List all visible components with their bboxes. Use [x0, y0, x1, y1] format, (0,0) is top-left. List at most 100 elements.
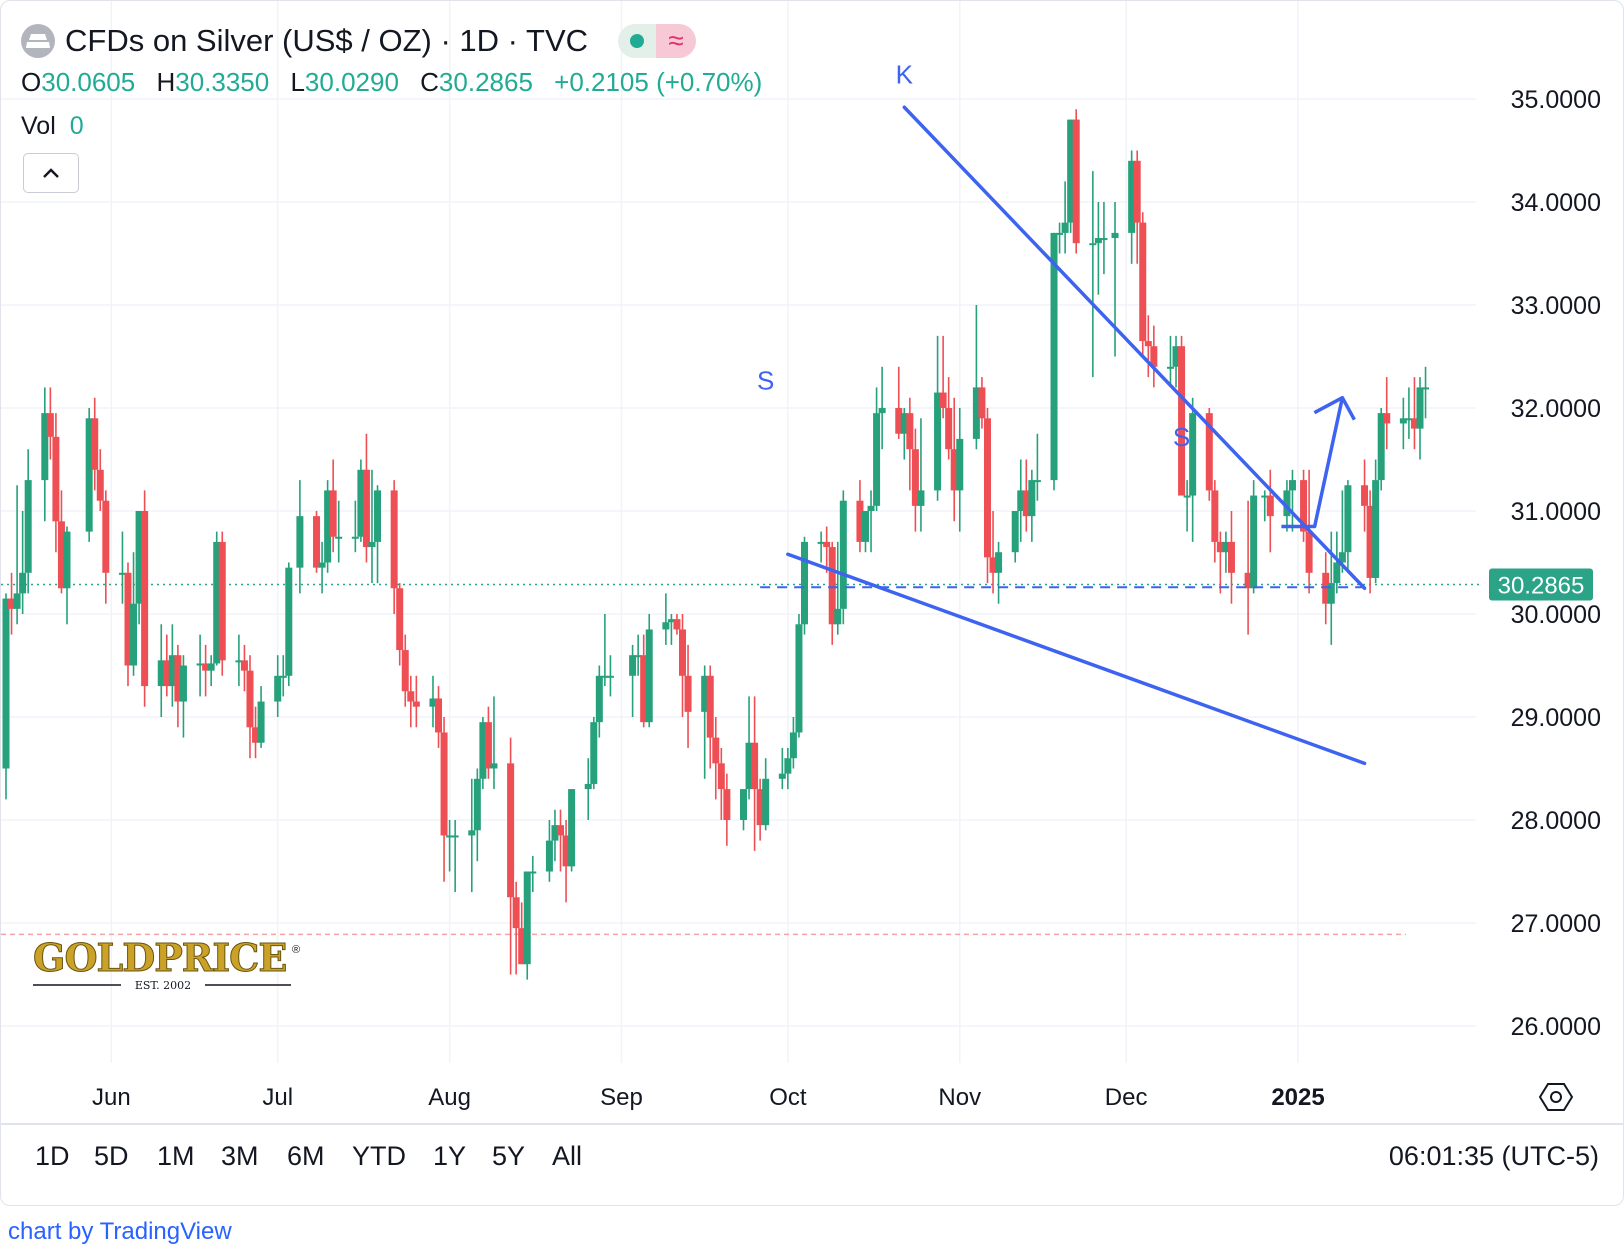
candle [1183, 480, 1191, 532]
candle-body [557, 825, 565, 836]
candle-body [634, 655, 642, 658]
candle-body [551, 825, 559, 841]
candle [318, 541, 326, 594]
candle-body [911, 449, 919, 506]
date-tick-label: Nov [938, 1084, 981, 1111]
candle [1189, 397, 1197, 542]
market-status-pill[interactable]: ≈ [618, 24, 697, 58]
candle [911, 428, 919, 532]
range-1m-button[interactable]: 1M [157, 1141, 195, 1171]
candle [518, 902, 526, 965]
candle [240, 644, 248, 692]
candle [96, 449, 104, 511]
candle-body [878, 408, 886, 414]
candle [1399, 397, 1407, 450]
candle [451, 820, 459, 893]
candle-body [396, 588, 404, 651]
range-ytd-button[interactable]: YTD [352, 1141, 406, 1171]
range-3m-button[interactable]: 3M [221, 1141, 259, 1171]
candle [789, 717, 797, 769]
symbol-title[interactable]: CFDs on Silver (US$ / OZ) · 1D · TVC [65, 23, 589, 58]
candle-body [684, 675, 692, 712]
candle [512, 881, 520, 975]
candle [701, 665, 709, 779]
candle-body [407, 691, 415, 702]
candle-body [1128, 160, 1136, 233]
candle [568, 789, 576, 872]
candle-body [246, 670, 254, 728]
candle [157, 624, 165, 717]
date-tick-label: 2025 [1271, 1084, 1324, 1111]
tradingview-attribution-link[interactable]: chart by TradingView [8, 1218, 232, 1245]
range-5d-button[interactable]: 5D [94, 1141, 129, 1171]
candle [85, 408, 93, 542]
candle-body [1166, 366, 1174, 369]
candle-body [1422, 387, 1430, 390]
candle-body [1216, 541, 1224, 553]
candle-body [1283, 490, 1291, 517]
candle [1033, 433, 1041, 501]
candle-body [1222, 541, 1230, 553]
candle [756, 778, 764, 841]
candle [285, 562, 293, 687]
candle [667, 614, 675, 645]
candle-body [751, 742, 759, 790]
candle [207, 655, 215, 687]
candle [324, 480, 332, 573]
price-tick-label: 35.0000 [1511, 86, 1601, 114]
candle-body [240, 660, 248, 671]
candle [634, 634, 642, 676]
candle-body [712, 737, 720, 764]
candle-body [1227, 541, 1235, 573]
candle [1056, 222, 1064, 254]
candle-body [124, 572, 132, 666]
candle-body [91, 418, 99, 470]
candle [1266, 469, 1274, 553]
candle [1205, 408, 1213, 501]
current-price-tag-bg [1489, 568, 1593, 601]
candle-body [19, 572, 27, 594]
candle-body [1338, 552, 1346, 563]
date-tick-label: Jul [262, 1084, 293, 1111]
candle [529, 856, 537, 893]
projection-arrow [1281, 397, 1345, 529]
candle [368, 469, 376, 584]
candle [24, 449, 32, 594]
candle-body [1261, 495, 1269, 498]
candle-body [945, 408, 953, 450]
timezone-clock[interactable]: 06:01:35 (UTC-5) [1388, 1141, 1599, 1171]
trendline-lower [786, 552, 1367, 766]
candle-body [329, 490, 337, 537]
price-chart[interactable]: KSS 26.000027.000028.000029.000030.00003… [1, 1, 1623, 1126]
candle-body [102, 500, 110, 573]
candle-body [1100, 238, 1108, 241]
candle-body [601, 675, 609, 678]
candle-body [1327, 583, 1335, 604]
candle [1344, 480, 1352, 573]
range-1y-button[interactable]: 1Y [433, 1141, 467, 1171]
range-6m-button[interactable]: 6M [287, 1141, 325, 1171]
candle [235, 634, 243, 687]
price-tick-label: 26.0000 [1511, 1013, 1601, 1041]
candle [202, 644, 210, 697]
symbol-legend: CFDs on Silver (US$ / OZ) · 1D · TVC ≈ O… [21, 19, 776, 141]
silver-bars-icon[interactable] [21, 24, 55, 58]
candle [762, 758, 770, 831]
logo-registered-mark: ® [292, 944, 300, 956]
range-1d-button[interactable]: 1D [35, 1141, 70, 1171]
candle-body [1011, 511, 1019, 553]
candle-body [435, 698, 443, 733]
candle [1011, 511, 1019, 563]
candle [939, 335, 947, 419]
candle [213, 531, 221, 666]
candle-body [174, 655, 182, 702]
range-5y-button[interactable]: 5Y [492, 1141, 526, 1171]
gear-icon[interactable] [1538, 1083, 1574, 1111]
candle-body [568, 789, 576, 867]
candle [1144, 315, 1152, 378]
candle-body [446, 835, 454, 838]
range-all-button[interactable]: All [552, 1141, 583, 1171]
candle [523, 871, 531, 980]
candle [390, 480, 398, 614]
collapse-legend-button[interactable] [23, 153, 79, 193]
